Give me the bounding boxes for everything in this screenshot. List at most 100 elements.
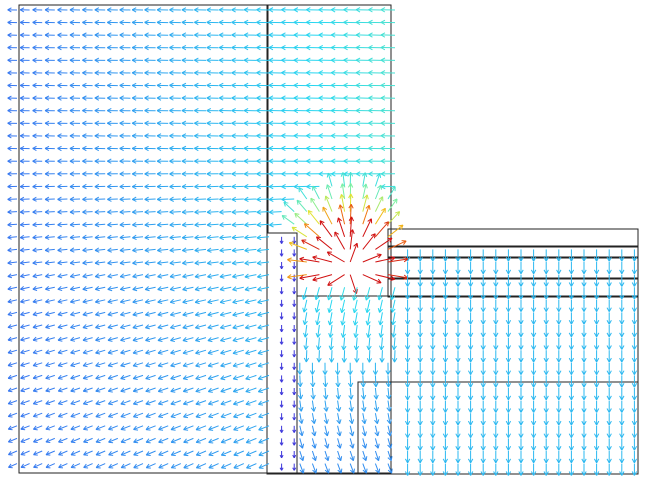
arrow-shaft: [311, 375, 314, 387]
arrow-head-left: [314, 307, 318, 313]
arrow-head-left: [347, 370, 351, 375]
arrow-head-right: [107, 84, 112, 89]
arrow-head-left: [57, 70, 62, 74]
arrow-head-left: [156, 145, 162, 149]
arrow-head-right: [94, 224, 100, 228]
arrow-head-left: [343, 145, 348, 149]
arrow-head-right: [32, 352, 38, 355]
arrow-shaft: [120, 349, 131, 354]
arrow-head-left: [7, 324, 12, 328]
arrow-head-right: [312, 370, 316, 375]
arrow-head-right: [377, 278, 382, 284]
arrow-head-right: [32, 110, 37, 114]
arrow-head-left: [119, 108, 124, 112]
arrow-head-left: [132, 387, 137, 392]
arrow-head-left: [243, 133, 249, 137]
arrow-head-left: [343, 19, 348, 23]
arrow-head-left: [243, 32, 249, 36]
arrow-head-left: [287, 274, 292, 278]
arrow-head-left: [94, 247, 100, 251]
arrow-shaft: [375, 221, 389, 238]
arrow-head-left: [107, 247, 112, 251]
vector-arrow-74: [156, 32, 169, 38]
arrow-head-right: [131, 21, 137, 26]
vector-arrow-688: [631, 262, 638, 275]
arrow-head-left: [20, 387, 24, 392]
arrow-head-left: [195, 349, 200, 354]
vector-arrow-449: [194, 183, 207, 190]
arrow-head-right: [181, 122, 187, 126]
arrow-head-right: [169, 97, 174, 101]
arrow-head-left: [32, 273, 37, 277]
arrow-head-left: [606, 332, 610, 338]
vector-arrow-68: [82, 32, 93, 38]
arrow-shaft: [232, 299, 244, 303]
arrow-head-left: [343, 44, 348, 48]
arrow-head-left: [312, 276, 317, 281]
arrow-shaft: [362, 233, 376, 250]
arrow-head-right: [281, 173, 286, 177]
arrow-head-right: [389, 406, 392, 412]
arrow-head-right: [194, 9, 199, 13]
vector-arrow-247: [380, 95, 396, 101]
arrow-head-right: [231, 224, 237, 228]
arrow-head-left: [244, 299, 249, 303]
arrow-head-left: [581, 370, 585, 375]
arrow-head-left: [94, 82, 100, 86]
arrow-head-right: [157, 250, 162, 253]
arrow-head-left: [373, 382, 377, 388]
arrow-head-left: [354, 358, 358, 363]
arrow-head-left: [144, 286, 149, 290]
arrow-head-left: [543, 357, 547, 363]
vector-arrow-679: [518, 262, 524, 275]
vector-arrow-821: [417, 299, 423, 312]
vector-arrow-750: [144, 286, 156, 292]
vector-arrow-1019: [392, 350, 398, 363]
arrow-head-left: [518, 370, 522, 375]
vector-arrow-785: [593, 287, 600, 300]
arrow-shaft: [245, 324, 257, 329]
vector-arrow-305: [330, 120, 345, 126]
arrow-head-left: [169, 273, 174, 278]
arrow-head-left: [94, 273, 100, 278]
vector-arrow-743: [57, 285, 68, 292]
arrow-head-right: [315, 296, 320, 301]
arrow-head-right: [57, 173, 62, 177]
arrow-shaft: [257, 286, 270, 291]
arrow-shaft: [183, 400, 194, 405]
arrow-head-right: [368, 97, 373, 101]
vector-arrow-779: [518, 287, 524, 300]
vector-arrow-391: [243, 158, 257, 164]
arrow-head-left: [327, 281, 331, 286]
vector-arrow-676: [480, 262, 486, 275]
vector-arrow-442: [107, 183, 118, 190]
vector-arrow-557: [387, 211, 401, 225]
arrow-head-left: [593, 345, 598, 350]
arrow-head-left: [257, 273, 262, 278]
vector-arrow-789: [7, 298, 18, 304]
arrow-head-right: [206, 9, 211, 13]
vector-arrow-677: [493, 262, 499, 275]
arrow-head-left: [70, 298, 75, 303]
arrow-shaft: [195, 400, 207, 405]
arrow-head-right: [19, 186, 25, 190]
arrow-head-right: [407, 345, 411, 350]
arrow-head-left: [343, 95, 348, 99]
arrow-shaft: [257, 248, 270, 252]
arrow-head-right: [181, 72, 187, 76]
vector-arrow-634: [581, 249, 587, 262]
arrow-head-left: [207, 337, 212, 341]
arrow-head-right: [257, 314, 263, 317]
arrow-shaft: [307, 210, 320, 225]
arrow-head-left: [194, 234, 199, 239]
vector-arrow-300: [268, 120, 282, 126]
arrow-head-right: [545, 345, 549, 350]
arrow-head-left: [268, 82, 274, 86]
arrow-head-left: [107, 349, 112, 354]
vector-arrow-1173: [442, 388, 449, 401]
vector-arrow-840: [20, 311, 30, 317]
arrow-head-right: [570, 383, 575, 388]
arrow-head-right: [69, 237, 75, 240]
vector-arrow-1176: [480, 388, 486, 401]
vector-arrow-999: [132, 349, 144, 355]
